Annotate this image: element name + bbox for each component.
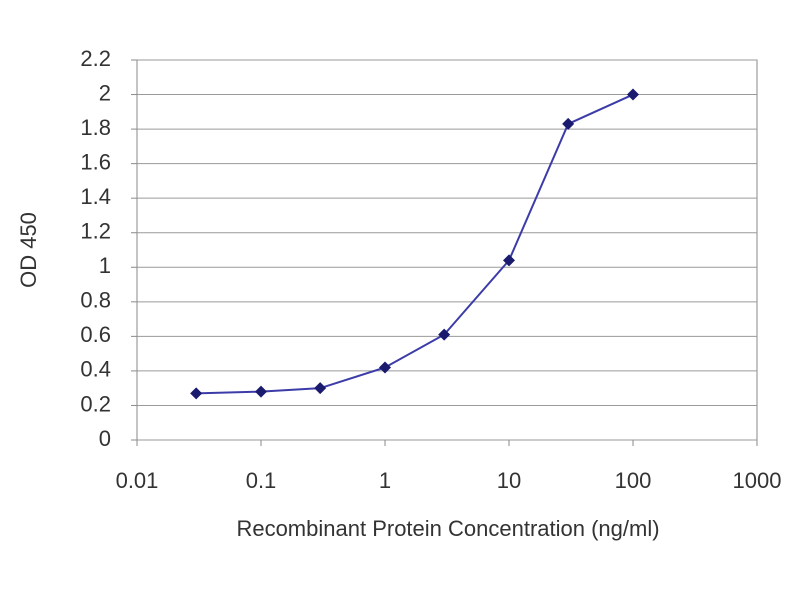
data-point [379,361,391,374]
data-point [255,385,267,398]
x-tick-label: 100 [615,468,652,493]
data-line [196,93,634,395]
y-tick-label: 1.4 [80,184,111,209]
y-tick-label: 0.6 [80,322,111,347]
y-tick-label: 0 [99,426,111,451]
x-tick-label: 0.1 [246,468,277,493]
x-tick-label: 0.01 [116,468,159,493]
data-point [190,387,203,400]
x-tick-label: 1 [379,468,391,493]
data-point [438,328,451,341]
plot-area [136,59,758,441]
y-axis-label: OD 450 [16,212,41,288]
y-tick-label: 0.8 [80,288,111,313]
data-point [627,88,639,101]
data-point [503,254,515,267]
x-tick-label: 1000 [733,468,782,493]
y-tick-label: 1 [99,253,111,278]
y-tick-label: 1.8 [80,115,111,140]
y-tick-label: 1.6 [80,149,111,174]
data-point [314,382,327,395]
x-axis-label: Recombinant Protein Concentration (ng/ml… [236,516,659,541]
data-point [562,117,575,130]
y-tick-label: 0.2 [80,391,111,416]
y-tick-label: 2.2 [80,46,111,71]
y-tick-label: 0.4 [80,357,111,382]
y-tick-label: 1.2 [80,219,111,244]
y-tick-label: 2 [99,80,111,105]
x-tick-label: 10 [497,468,521,493]
